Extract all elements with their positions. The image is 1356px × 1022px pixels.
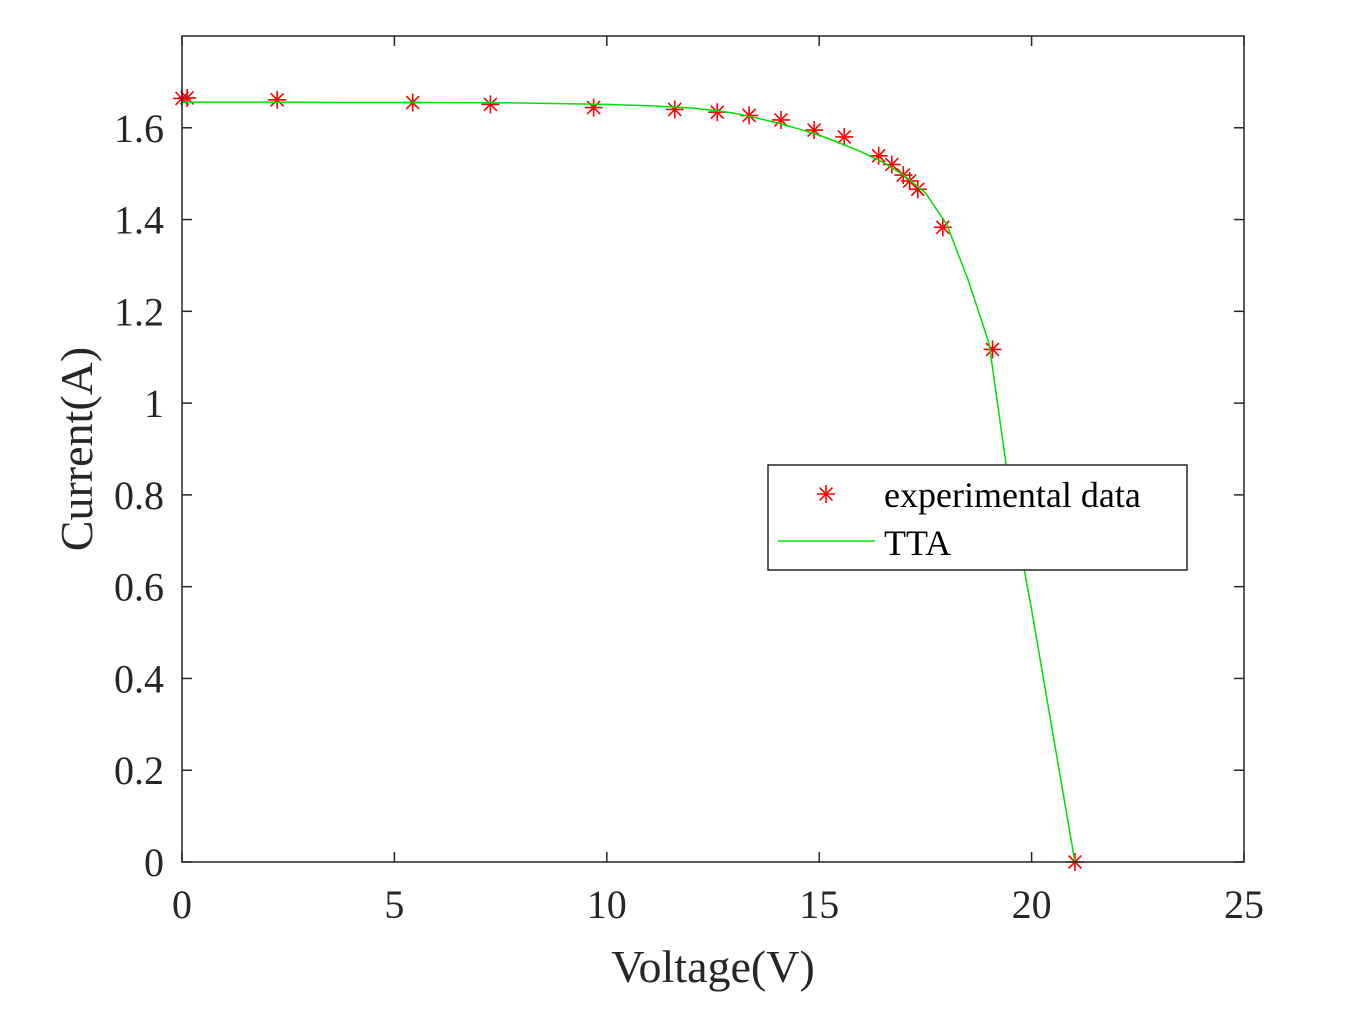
y-tick-label: 0.4 xyxy=(114,656,164,701)
tick-labels: 0 5 10 15 20 25 0 0.2 0.4 0.6 0.8 1 1.2 1.4 1.6 xyxy=(114,106,1264,927)
data-point xyxy=(740,106,759,125)
data-point xyxy=(908,180,927,199)
y-tick-label: 0 xyxy=(144,840,164,885)
x-tick-label: 0 xyxy=(172,882,192,927)
y-axis-label: Current(A) xyxy=(51,347,102,551)
legend-label-tta: TTA xyxy=(884,523,951,563)
x-tick-label: 25 xyxy=(1224,882,1264,927)
series-group xyxy=(173,88,1084,871)
y-tick-label: 1.6 xyxy=(114,106,164,151)
y-tick-label: 0.8 xyxy=(114,473,164,518)
y-tick-label: 0.6 xyxy=(114,565,164,610)
x-axis-label: Voltage(V) xyxy=(611,941,815,992)
y-tick-label: 0.2 xyxy=(114,748,164,793)
y-tick-label: 1.2 xyxy=(114,289,164,334)
y-tick-label: 1 xyxy=(144,381,164,426)
data-point xyxy=(665,100,684,119)
data-point xyxy=(268,90,287,109)
plot-area xyxy=(182,36,1244,862)
legend-asterisk xyxy=(817,485,835,503)
data-point xyxy=(983,340,1002,359)
data-point xyxy=(835,127,854,146)
data-point xyxy=(584,98,603,117)
legend-label-experimental: experimental data xyxy=(884,475,1141,515)
x-tick-label: 15 xyxy=(799,882,839,927)
plot-frame xyxy=(181,35,1245,863)
data-point xyxy=(178,88,197,107)
y-tick-label: 1.4 xyxy=(114,198,164,243)
x-tick-label: 5 xyxy=(384,882,404,927)
x-tick-label: 10 xyxy=(587,882,627,927)
series-line-tta xyxy=(182,101,1076,863)
legend-box xyxy=(767,464,1188,571)
x-tick-label: 20 xyxy=(1012,882,1052,927)
legend-marker-experimental xyxy=(817,485,835,503)
data-point xyxy=(771,110,790,129)
legend: experimental data TTA xyxy=(767,464,1188,571)
data-point xyxy=(933,218,952,237)
data-point xyxy=(481,95,500,114)
data-point xyxy=(869,146,888,165)
data-point xyxy=(882,155,901,174)
